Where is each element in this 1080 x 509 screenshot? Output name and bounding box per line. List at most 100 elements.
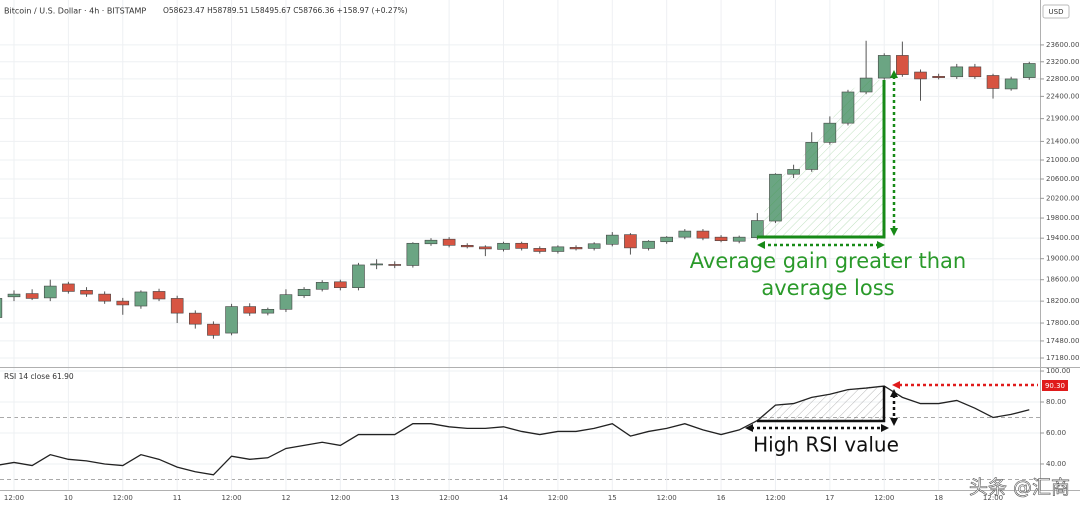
y-tick-label: 17480.00 bbox=[1046, 337, 1079, 345]
candle-body bbox=[986, 75, 1000, 89]
x-tick-label: 12:00 bbox=[221, 494, 241, 502]
y-tick-label: 100.00 bbox=[1046, 367, 1071, 375]
x-tick-label: 14 bbox=[499, 494, 508, 502]
candle-body bbox=[7, 293, 21, 298]
candle-body bbox=[968, 66, 982, 78]
candle-body bbox=[932, 76, 945, 78]
y-tick-label: 19000.00 bbox=[1046, 255, 1079, 263]
candle-body bbox=[170, 298, 184, 314]
candle-body bbox=[515, 242, 528, 249]
candle-body bbox=[442, 238, 456, 246]
candle-body bbox=[334, 281, 347, 288]
x-tick-label: 12:00 bbox=[4, 494, 24, 502]
x-tick-label: 18 bbox=[934, 494, 943, 502]
y-tick-label: 40.00 bbox=[1046, 460, 1066, 468]
x-tick-label: 15 bbox=[608, 494, 617, 502]
candle-body bbox=[714, 236, 728, 242]
x-tick-label: 12:00 bbox=[765, 494, 785, 502]
candle-body bbox=[732, 236, 746, 242]
x-tick-label: 11 bbox=[173, 494, 182, 502]
candle-body bbox=[243, 306, 256, 314]
y-tick-label: 21000.00 bbox=[1046, 156, 1079, 164]
candle-body bbox=[950, 66, 964, 78]
candle-body bbox=[696, 230, 710, 239]
y-tick-label: 19800.00 bbox=[1046, 214, 1079, 222]
candle-body bbox=[424, 239, 438, 245]
candle-body bbox=[406, 242, 420, 266]
arrow-head bbox=[890, 70, 898, 78]
x-tick-label: 12:00 bbox=[439, 494, 459, 502]
y-tick-label: 23600.00 bbox=[1046, 41, 1079, 49]
candle-body bbox=[460, 245, 474, 248]
y-tick-label: 20200.00 bbox=[1046, 194, 1079, 202]
arrow-head bbox=[890, 228, 898, 236]
candle-body bbox=[642, 240, 655, 249]
candle-body bbox=[914, 71, 927, 80]
candle-body bbox=[624, 234, 637, 249]
candle-body bbox=[569, 247, 583, 250]
y-tick-label: 19400.00 bbox=[1046, 234, 1079, 242]
arrow-head bbox=[881, 424, 889, 432]
y-tick-label: 21400.00 bbox=[1046, 137, 1079, 145]
arrow-head bbox=[757, 241, 765, 249]
x-tick-label: 12:00 bbox=[330, 494, 350, 502]
candle-body bbox=[479, 246, 492, 250]
candle-body bbox=[587, 243, 601, 249]
candle-body bbox=[98, 293, 111, 302]
y-tick-label: 23200.00 bbox=[1046, 58, 1079, 66]
currency: USD bbox=[1049, 8, 1064, 16]
arrow-head bbox=[877, 241, 885, 249]
candle-body bbox=[297, 288, 311, 297]
x-tick-label: 12:00 bbox=[874, 494, 894, 502]
candle-body bbox=[877, 55, 891, 79]
candle-body bbox=[896, 55, 909, 75]
y-tick-label: 18600.00 bbox=[1046, 276, 1079, 284]
candle-body bbox=[43, 285, 57, 299]
candle-body bbox=[0, 298, 3, 318]
candle-body bbox=[370, 263, 383, 266]
y-tick-label: 60.00 bbox=[1046, 429, 1066, 437]
x-tick-label: 10 bbox=[64, 494, 73, 502]
currency-box bbox=[1042, 4, 1070, 19]
watermark: 头条 @汇商 bbox=[969, 477, 1070, 499]
marker-label: 90.30 bbox=[1045, 382, 1065, 390]
gain-bracket bbox=[757, 80, 886, 239]
arrow-head bbox=[745, 424, 753, 432]
arrow-head bbox=[892, 381, 900, 389]
candle-body bbox=[25, 293, 39, 299]
rsi-bracket bbox=[757, 386, 886, 423]
x-tick-label: 12:00 bbox=[983, 494, 1003, 502]
candle-body bbox=[261, 308, 275, 314]
candle-body bbox=[660, 236, 673, 243]
y-tick-label: 17180.00 bbox=[1046, 354, 1079, 362]
candle-body bbox=[279, 294, 293, 310]
candle-body bbox=[152, 291, 166, 300]
gain-area bbox=[757, 80, 884, 237]
arrow-head bbox=[890, 389, 898, 397]
x-tick-label: 12:00 bbox=[657, 494, 677, 502]
candle-body bbox=[116, 300, 130, 306]
marker-tag bbox=[1042, 380, 1068, 391]
chart-title: Bitcoin / U.S. Dollar · 4h · BITSTAMP bbox=[4, 7, 146, 16]
candle-body bbox=[1022, 63, 1036, 78]
candle-body bbox=[678, 230, 692, 238]
candle-body bbox=[225, 306, 238, 334]
y-tick-label: 22400.00 bbox=[1046, 92, 1079, 100]
rsi-title: RSI 14 close 61.90 bbox=[4, 372, 74, 381]
candle-body bbox=[315, 282, 329, 290]
y-tick-label: 22800.00 bbox=[1046, 75, 1079, 83]
annotation: Average gain greater than bbox=[690, 249, 966, 273]
y-tick-label: 80.00 bbox=[1046, 398, 1066, 406]
candle-body bbox=[80, 290, 93, 295]
candle-body bbox=[497, 242, 510, 250]
candle-body bbox=[533, 248, 547, 252]
candle-body bbox=[134, 291, 148, 307]
candle-body bbox=[388, 264, 402, 266]
arrow-head bbox=[890, 418, 898, 426]
candle-body bbox=[352, 264, 365, 288]
rsi-area bbox=[757, 385, 884, 421]
candle-body bbox=[189, 312, 202, 325]
candle-body bbox=[605, 234, 619, 245]
y-tick-label: 21900.00 bbox=[1046, 115, 1079, 123]
candle-body bbox=[207, 323, 220, 336]
